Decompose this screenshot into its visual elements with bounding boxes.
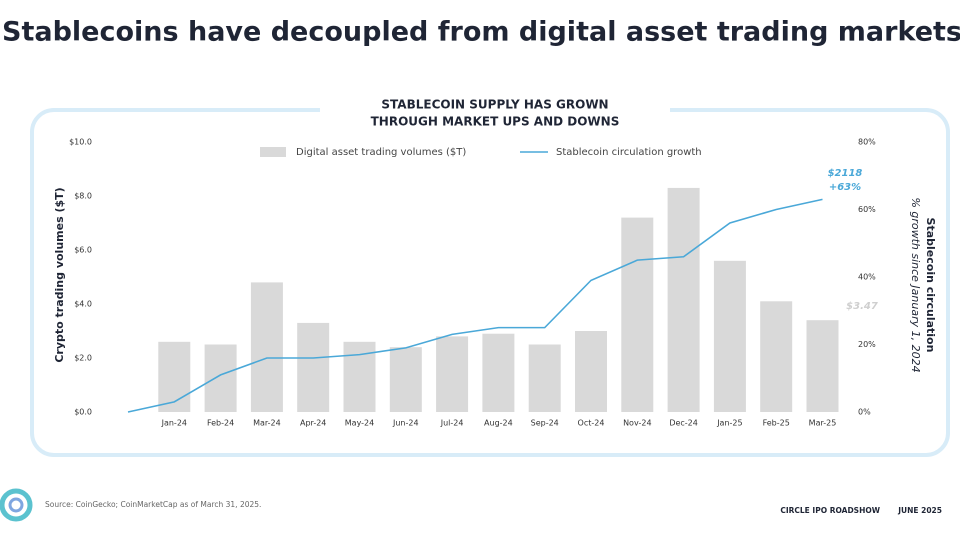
y2-tick-label: 0% xyxy=(858,408,871,417)
chart-title: THROUGH MARKET UPS AND DOWNS xyxy=(371,115,620,129)
x-tick-label: Sep-24 xyxy=(531,419,559,428)
bar xyxy=(482,333,515,412)
x-tick-label: Mar-25 xyxy=(809,419,837,428)
bar xyxy=(250,282,283,412)
annotation: +63% xyxy=(829,182,861,193)
annotation: $2118 xyxy=(828,168,863,179)
legend-label: Stablecoin circulation growth xyxy=(556,147,702,158)
y-axis-label: Crypto trading volumes ($T) xyxy=(53,187,66,362)
bar xyxy=(158,341,191,412)
x-tick-label: Jan-24 xyxy=(161,419,187,428)
bar xyxy=(760,301,793,412)
bar xyxy=(667,187,700,412)
bar xyxy=(204,344,237,412)
bar xyxy=(389,347,422,412)
bar xyxy=(436,336,469,412)
x-tick-label: Oct-24 xyxy=(578,419,605,428)
x-tick-label: Nov-24 xyxy=(623,419,651,428)
x-tick-label: Mar-24 xyxy=(253,419,281,428)
line xyxy=(127,198,823,413)
title-gap xyxy=(320,95,670,135)
x-tick-label: May-24 xyxy=(345,419,374,428)
footer-date: JUNE 2025 xyxy=(897,506,942,515)
slide-title: Stablecoins have decoupled from digital … xyxy=(2,17,960,48)
legend-label: Digital asset trading volumes ($T) xyxy=(296,147,466,158)
y-tick-label: $4.0 xyxy=(74,300,92,309)
x-tick-label: Jan-25 xyxy=(716,419,742,428)
x-tick-label: Apr-24 xyxy=(300,419,326,428)
x-tick-label: Jun-24 xyxy=(392,419,419,428)
bar xyxy=(621,217,654,412)
legend-swatch xyxy=(260,147,286,157)
bar xyxy=(806,320,839,412)
y-tick-label: $6.0 xyxy=(74,246,92,255)
bar xyxy=(297,322,330,412)
y2-axis-label: Stablecoin circulation xyxy=(924,218,937,353)
y-tick-label: $2.0 xyxy=(74,354,92,363)
y-tick-label: $10.0 xyxy=(69,138,92,147)
x-tick-label: Aug-24 xyxy=(484,419,513,428)
y-tick-label: $8.0 xyxy=(74,192,92,201)
source: Source: CoinGecko; CoinMarketCap as of M… xyxy=(45,500,261,509)
y2-tick-label: 60% xyxy=(858,205,876,214)
bar xyxy=(713,260,746,412)
y2-tick-label: 80% xyxy=(858,138,876,147)
y2-tick-label: 40% xyxy=(858,273,876,282)
chart-title: STABLECOIN SUPPLY HAS GROWN xyxy=(381,98,608,112)
x-tick-label: Feb-25 xyxy=(763,419,790,428)
annotation: $3.47 xyxy=(846,301,878,312)
bar xyxy=(575,331,607,412)
bar xyxy=(528,344,561,412)
y2-axis-label: % growth since January 1, 2024 xyxy=(909,197,922,372)
x-tick-label: Dec-24 xyxy=(669,419,698,428)
footer-event: CIRCLE IPO ROADSHOW xyxy=(780,506,880,515)
y-tick-label: $0.0 xyxy=(74,408,92,417)
y2-tick-label: 20% xyxy=(858,340,876,349)
x-tick-label: Feb-24 xyxy=(207,419,234,428)
x-tick-label: Jul-24 xyxy=(440,419,464,428)
logo xyxy=(0,488,33,522)
